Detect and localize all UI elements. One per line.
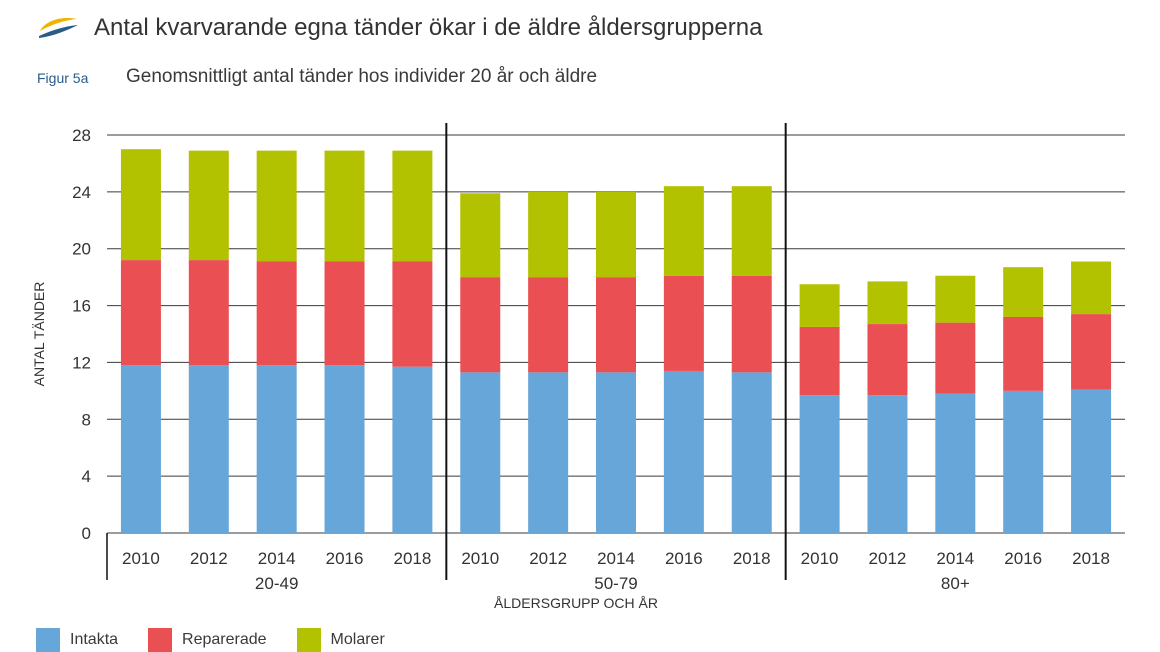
group-label: 20-49: [255, 574, 298, 593]
bar-segment: [392, 150, 433, 262]
stacked-bar-chart: 0 4 8 12 16 20 24 28 ANTAL TÄNDER 2010 2012 2014 201…: [31, 123, 1125, 611]
bar-segment: [867, 395, 908, 533]
legend-label-intakta: Intakta: [70, 631, 119, 648]
bar-segment: [528, 191, 569, 278]
bar-segment: [731, 275, 772, 373]
logo-icon: [39, 18, 78, 38]
bar-segment: [1003, 390, 1044, 533]
bar-segment: [256, 365, 297, 533]
page-title: Antal kvarvarande egna tänder ökar i de …: [94, 14, 763, 41]
x-tick-label: 2018: [393, 549, 431, 568]
bar-segment: [935, 322, 976, 394]
group-label: 80+: [941, 574, 970, 593]
bar-segment: [799, 395, 840, 533]
legend-swatch-intakta: [36, 628, 60, 652]
legend-item-intakta: Intakta: [36, 628, 118, 652]
bar-segment: [663, 275, 704, 371]
bar-segment: [799, 326, 840, 396]
group-label: 50-79: [594, 574, 637, 593]
bar-segment: [528, 277, 569, 373]
figure-subtitle: Genomsnittligt antal tänder hos individe…: [126, 66, 598, 87]
bar-segment: [596, 277, 636, 373]
x-tick-label: 2012: [529, 549, 567, 568]
y-tick-label: 4: [82, 467, 91, 486]
x-tick-label: 2016: [326, 549, 364, 568]
bar-segment: [663, 186, 704, 276]
bar-segment: [324, 150, 365, 262]
bar-segment: [324, 365, 365, 533]
legend: Intakta Reparerade Molarer: [36, 628, 385, 652]
bar-segment: [596, 191, 636, 278]
bar-segment: [1071, 389, 1112, 533]
bar-segment: [799, 284, 840, 327]
x-tick-label: 2016: [1004, 549, 1042, 568]
bar-segment: [256, 150, 297, 262]
bar-segment: [120, 149, 161, 261]
bar-segment: [663, 370, 704, 533]
bar-segment: [188, 365, 229, 533]
x-tick-label: 2018: [1072, 549, 1110, 568]
bar-segment: [1071, 314, 1112, 390]
x-tick-label: 2014: [597, 549, 635, 568]
bar-segment: [188, 150, 229, 261]
bar-segment: [460, 277, 501, 373]
x-tick-label: 2014: [936, 549, 974, 568]
legend-label-molarer: Molarer: [330, 631, 385, 648]
bar-segment: [1003, 316, 1044, 391]
bar-segment: [188, 260, 229, 366]
x-axis-label: ÅLDERSGRUPP OCH ÅR: [494, 595, 658, 611]
bar-segment: [120, 365, 161, 533]
bar-segment: [1003, 267, 1044, 317]
bar-segment: [324, 261, 365, 366]
y-tick-label: 24: [72, 183, 91, 202]
bar-segment: [460, 193, 501, 278]
bar-segment: [1071, 261, 1112, 315]
legend-item-reparerade: Reparerade: [148, 628, 267, 652]
legend-label-reparerade: Reparerade: [182, 631, 267, 648]
bar-segment: [120, 260, 161, 366]
y-axis-label: ANTAL TÄNDER: [31, 282, 47, 387]
x-tick-label: 2012: [190, 549, 228, 568]
y-tick-label: 20: [72, 240, 91, 259]
header: Antal kvarvarande egna tänder ökar i de …: [36, 10, 762, 46]
legend-swatch-molarer: [296, 628, 321, 652]
y-tick-label: 12: [72, 353, 91, 372]
y-tick-label: 0: [82, 524, 91, 543]
bar-segment: [935, 275, 976, 323]
bar-segment: [731, 372, 772, 533]
bar-segment: [867, 324, 908, 396]
figure-label: Figur 5a: [37, 70, 89, 86]
legend-item-molarer: Molarer: [296, 628, 385, 652]
bar-segment: [392, 261, 433, 367]
x-tick-label: 2010: [122, 549, 160, 568]
y-tick-label: 8: [82, 410, 91, 429]
x-tick-label: 2018: [733, 549, 771, 568]
bar-segment: [867, 281, 908, 325]
bar-segment: [935, 393, 976, 533]
bar-segment: [256, 261, 297, 366]
bar-segment: [528, 372, 569, 533]
bar-segment: [596, 372, 636, 533]
bar-segment: [460, 372, 501, 533]
x-tick-label: 2012: [869, 549, 907, 568]
x-tick-label: 2016: [665, 549, 703, 568]
legend-swatch-reparerade: [148, 628, 173, 652]
bar-segment: [731, 186, 772, 276]
x-tick-label: 2010: [801, 549, 839, 568]
x-tick-label: 2010: [461, 549, 499, 568]
y-tick-label: 16: [72, 297, 91, 316]
x-tick-label: 2014: [258, 549, 296, 568]
bar-segment: [392, 366, 433, 533]
y-tick-label: 28: [72, 126, 91, 145]
